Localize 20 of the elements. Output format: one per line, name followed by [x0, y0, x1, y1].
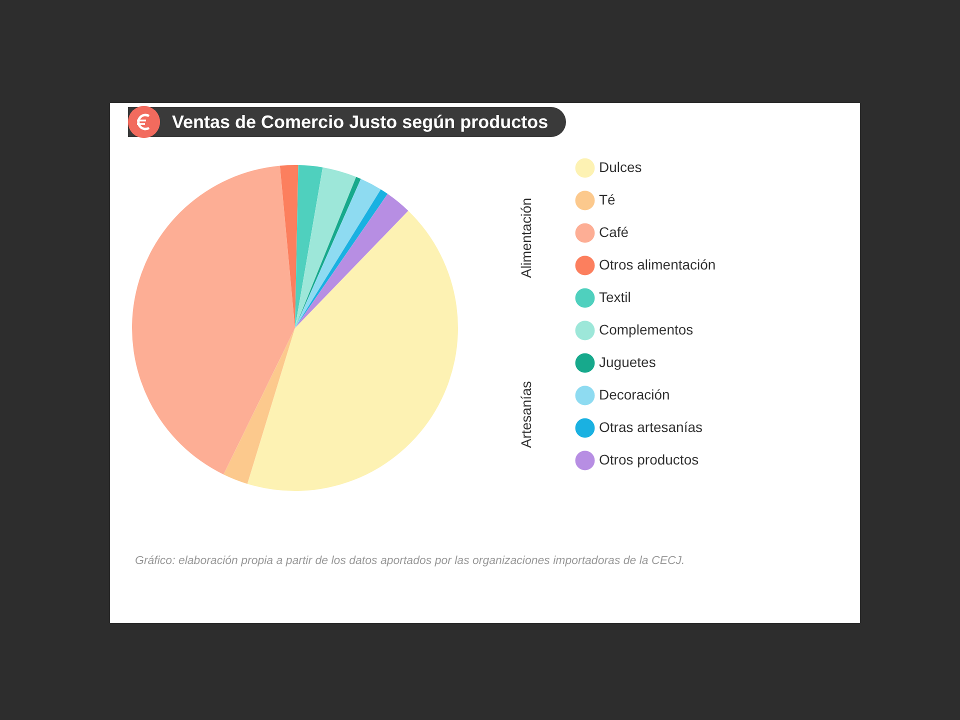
legend-label: Complementos [599, 322, 694, 338]
legend-label: Otros productos [599, 452, 699, 468]
legend-label: Otros alimentación [599, 256, 716, 272]
pie-slice [295, 194, 408, 328]
text: Gráfico: elaboración propia a partir de los datos aportados por las organizaciones importadoras de la CECJ. [135, 555, 685, 567]
legend-label: Otras artesanías [599, 419, 702, 435]
pie-slice [132, 166, 295, 475]
chart-title: Ventas de Comercio Justo según productos [172, 112, 548, 132]
text: Artesanías [518, 381, 534, 448]
pie-slice [247, 210, 458, 491]
pie-slice [224, 328, 295, 484]
text: Alimentación [518, 198, 534, 278]
legend-label: Textil [599, 289, 631, 305]
legend-label: Dulces [599, 159, 642, 175]
legend-label: Té [599, 192, 616, 208]
pie-slice [295, 165, 323, 328]
legend-label: Juguetes [599, 354, 656, 370]
pie-slice [280, 165, 298, 328]
legend-label: Café [599, 224, 629, 240]
legend-label: Decoración [599, 386, 670, 402]
